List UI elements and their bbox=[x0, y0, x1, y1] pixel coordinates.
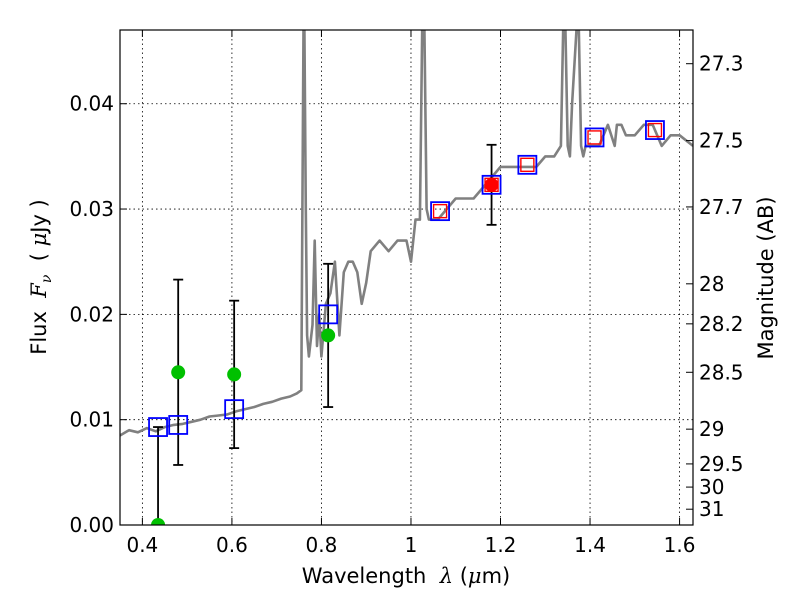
right-tick-label: 29.5 bbox=[699, 452, 744, 476]
x-axis-title: Wavelength λ (μm) bbox=[302, 564, 510, 588]
x-tick-label: 0.4 bbox=[126, 533, 158, 557]
right-tick-label: 27.3 bbox=[699, 52, 744, 76]
right-tick-label: 31 bbox=[699, 497, 724, 521]
measured-square bbox=[484, 177, 499, 193]
right-tick-label: 29 bbox=[699, 417, 724, 441]
photometry-square bbox=[318, 304, 339, 325]
grid bbox=[120, 30, 693, 526]
right-tick-label: 27.7 bbox=[699, 195, 744, 219]
x-tick-label: 0.6 bbox=[216, 533, 248, 557]
y-tick-label: 0.02 bbox=[69, 302, 114, 326]
y-tick-label: 0.03 bbox=[69, 197, 114, 221]
right-axis-title: Magnitude (AB) bbox=[754, 196, 778, 359]
observed-point bbox=[321, 328, 336, 343]
spectrum-line bbox=[120, 30, 693, 437]
measured-square bbox=[587, 130, 602, 145]
photometry-square bbox=[645, 120, 665, 140]
photometry-square bbox=[148, 417, 168, 437]
right-tick-label: 28 bbox=[699, 272, 724, 296]
right-tick-label: 28.2 bbox=[699, 312, 744, 336]
y-tick-label: 0.01 bbox=[69, 408, 114, 432]
x-tick-label: 0.8 bbox=[306, 533, 338, 557]
observed-point bbox=[227, 367, 242, 382]
series bbox=[120, 30, 693, 525]
observed-point bbox=[151, 518, 166, 525]
observed-point bbox=[171, 365, 186, 380]
x-tick-label: 1 bbox=[405, 533, 418, 557]
y-axis-title: Flux Fν ( μJy ) bbox=[27, 199, 55, 355]
plot-frame bbox=[119, 29, 694, 526]
ticks: 0.4 0.6 0.8 1 1.2 1.4 1.6 0.00 0.01 0.02 0.03 0.04 2… bbox=[69, 30, 744, 557]
photometry-square bbox=[481, 174, 502, 195]
right-tick-label: 30 bbox=[699, 475, 724, 499]
observed-point bbox=[484, 177, 499, 192]
y-tick-label: 0.04 bbox=[69, 92, 114, 116]
measured-square bbox=[647, 122, 663, 138]
x-tick-label: 1.4 bbox=[574, 533, 606, 557]
y-tick-label: 0.00 bbox=[69, 513, 114, 537]
photometry-square bbox=[517, 154, 538, 175]
right-tick-label: 28.5 bbox=[699, 360, 744, 384]
x-tick-label: 1.6 bbox=[664, 533, 696, 557]
measured-square bbox=[432, 203, 448, 219]
photometry-square bbox=[224, 399, 245, 420]
photometry-square bbox=[168, 415, 189, 435]
measured-square bbox=[520, 157, 535, 173]
right-tick-label: 27.5 bbox=[699, 129, 744, 153]
photometry-square bbox=[584, 127, 605, 148]
photometry-square bbox=[430, 201, 450, 222]
x-tick-label: 1.2 bbox=[485, 533, 517, 557]
